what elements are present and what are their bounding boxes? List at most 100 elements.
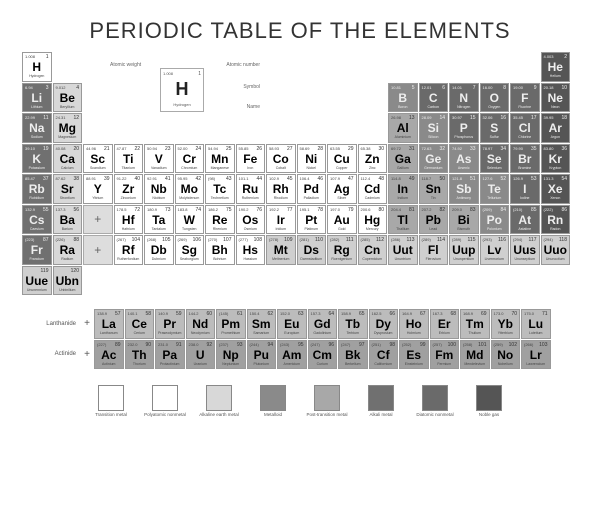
element-Sr: 87.6238SrStrontium <box>53 174 83 204</box>
element-Rh: 102.945RhRhodium <box>266 174 296 204</box>
element-Pd: 106.446PdPalladium <box>297 174 327 204</box>
periodic-table: Atomic weight Atomic number Symbol Name … <box>22 52 578 295</box>
element-Pt: 195.178PtPlatinum <box>297 205 327 235</box>
element-Rb: 85.4737RbRubidium <box>22 174 52 204</box>
element-Fr: (223)87FrFrancium <box>22 235 52 265</box>
element-Y: 88.9139YYttrium <box>83 174 113 204</box>
actinide-row: Actinide + (227)89AcActinium232.090ThTho… <box>22 340 578 370</box>
element-Nd: 144.260NdNeodymium <box>186 309 216 339</box>
element-K: 39.1019KPotassium <box>22 144 52 174</box>
element-Uue: 119UueUnunennium <box>22 266 52 296</box>
category-transition: Transition metal <box>88 385 134 418</box>
element-Cf: (251)98CfCalifornium <box>369 340 399 370</box>
element-Li: 6.943LiLithium <box>22 83 52 113</box>
series-placeholder: + <box>83 235 113 265</box>
element-Cs: 132.955CsCaesium <box>22 205 52 235</box>
element-Uuo: (294)118UuoUnunoctium <box>541 235 571 265</box>
element-Ubn: 120UbnUnbinilium <box>53 266 83 296</box>
element-Sn: 118.750SnTin <box>419 174 449 204</box>
element-Ac: (227)89AcActinium <box>94 340 124 370</box>
element-Tm: 168.969TmThulium <box>460 309 490 339</box>
element-F: 19.009FFluorine <box>510 83 540 113</box>
element-Ge: 72.6332GeGermanium <box>419 144 449 174</box>
element-N: 14.017NNitrogen <box>449 83 479 113</box>
category-legend: Transition metalPolyatomic nonmetalAlkal… <box>22 385 578 418</box>
element-Cr: 52.0024CrChromium <box>175 144 205 174</box>
element-Ag: 107.947AgSilver <box>327 174 357 204</box>
element-Sc: 44.9621ScScandium <box>83 144 113 174</box>
element-Rn: (222)86RnRadon <box>541 205 571 235</box>
element-Al: 26.9813AlAluminium <box>388 113 418 143</box>
element-Au: 197.079AuGold <box>327 205 357 235</box>
element-Te: 127.652TeTellurium <box>480 174 510 204</box>
element-Ce: 140.158CeCerium <box>125 309 155 339</box>
element-Cm: (247)96CmCurium <box>308 340 338 370</box>
legend-key: Atomic weight Atomic number Symbol Name … <box>110 60 260 116</box>
element-Am: (243)95AmAmericium <box>277 340 307 370</box>
element-Cu: 63.5529CuCopper <box>327 144 357 174</box>
legend-sample-cell: 1.008 1 H Hydrogen <box>160 68 204 112</box>
plus-icon: + <box>80 318 94 329</box>
category-alkali: Alkali metal <box>358 385 404 418</box>
element-Hs: (277)108HsHassium <box>236 235 266 265</box>
element-Ni: 58.6928NiNickel <box>297 144 327 174</box>
element-Pu: (244)94PuPlutonium <box>247 340 277 370</box>
element-Pm: (145)61PmPromethium <box>216 309 246 339</box>
element-Xe: 131.354XeXenon <box>541 174 571 204</box>
element-Pr: 140.959PrPraseodymium <box>155 309 185 339</box>
element-U: 238.092UUranium <box>186 340 216 370</box>
element-Sm: 150.462SmSamarium <box>247 309 277 339</box>
lanthanide-row: Lanthanide + 138.957LaLanthanum140.158Ce… <box>22 309 578 339</box>
element-B: 10.815BBoron <box>388 83 418 113</box>
element-Db: (268)105DbDubnium <box>144 235 174 265</box>
element-Ar: 39.9518ArArgon <box>541 113 571 143</box>
element-Fe: 55.8526FeIron <box>236 144 266 174</box>
element-Bk: (247)97BkBerkelium <box>338 340 368 370</box>
category-metalloid: Metalloid <box>250 385 296 418</box>
element-Cn: (285)112CnCopernicium <box>358 235 388 265</box>
element-Kr: 83.8036KrKrypton <box>541 144 571 174</box>
element-Tb: 158.965TbTerbium <box>338 309 368 339</box>
element-Os: 190.276OsOsmium <box>236 205 266 235</box>
series-placeholder: + <box>83 205 113 235</box>
element-Mt: (278)109MtMeitnerium <box>266 235 296 265</box>
element-As: 74.9233AsArsenic <box>449 144 479 174</box>
element-Uus: (294)117UusUnunseptium <box>510 235 540 265</box>
plus-icon: + <box>80 349 94 360</box>
element-He: 4.0032HeHelium <box>541 52 571 82</box>
category-alkaline: Alkaline earth metal <box>196 385 242 418</box>
element-Eu: 152.063EuEuropium <box>277 309 307 339</box>
element-Rg: (282)111RgRoentgenium <box>327 235 357 265</box>
element-Ga: 69.7231GaGallium <box>388 144 418 174</box>
element-Bi: 209.083BiBismuth <box>449 205 479 235</box>
element-Hf: 178.572HfHafnium <box>114 205 144 235</box>
element-In: 114.849InIndium <box>388 174 418 204</box>
element-Dy: 162.566DyDysprosium <box>369 309 399 339</box>
element-Se: 78.9734SeSelenium <box>480 144 510 174</box>
element-Ds: (281)110DsDarmstadtium <box>297 235 327 265</box>
element-Cl: 35.4517ClChlorine <box>510 113 540 143</box>
element-Be: 9.0124BeBeryllium <box>53 83 83 113</box>
element-Gd: 157.364GdGadolinium <box>308 309 338 339</box>
element-Mo: 95.9542MoMolybdenum <box>175 174 205 204</box>
legend-label-name: Name <box>247 104 260 110</box>
main-grid: 1.0081HHydrogen4.0032HeHelium6.943LiLith… <box>22 52 578 295</box>
element-C: 12.016CCarbon <box>419 83 449 113</box>
element-Po: (209)84PoPolonium <box>480 205 510 235</box>
actinide-label: Actinide <box>22 351 80 357</box>
element-Lu: 175.071LuLutetium <box>521 309 551 339</box>
element-Ra: (226)88RaRadium <box>53 235 83 265</box>
element-Rf: (267)104RfRutherfordium <box>114 235 144 265</box>
element-Yb: 173.070YbYtterbium <box>491 309 521 339</box>
element-Lr: (266)103LrLawrencium <box>521 340 551 370</box>
element-Ne: 20.1810NeNeon <box>541 83 571 113</box>
category-noble: Noble gas <box>466 385 512 418</box>
element-La: 138.957LaLanthanum <box>94 309 124 339</box>
element-Zn: 65.3830ZnZinc <box>358 144 388 174</box>
element-Mn: 54.9425MnManganese <box>205 144 235 174</box>
actinide-grid: (227)89AcActinium232.090ThThorium231.091… <box>94 340 551 370</box>
element-Re: 186.275ReRhenium <box>205 205 235 235</box>
element-Ho: 164.967HoHolmium <box>399 309 429 339</box>
element-Th: 232.090ThThorium <box>125 340 155 370</box>
element-Pa: 231.091PaProtactinium <box>155 340 185 370</box>
